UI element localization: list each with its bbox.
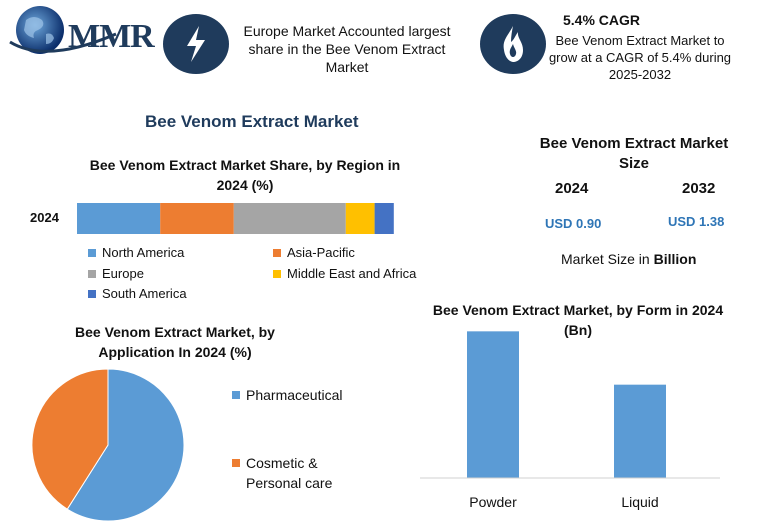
legend-label: Pharmaceutical (246, 387, 343, 403)
market-size-year: 2032 (682, 180, 716, 197)
bar-segment-europe (233, 203, 346, 234)
flame-icon-badge (480, 14, 546, 74)
legend-swatch (232, 459, 240, 467)
bar-segment-middle-east-and-africa (345, 203, 375, 234)
legend-label: Middle East and Africa (287, 266, 417, 281)
region-stacked-bar (77, 203, 394, 234)
legend-swatch (273, 248, 281, 257)
application-chart-title: Bee Venom Extract Market, by Application… (75, 324, 275, 360)
legend-swatch (88, 269, 96, 278)
legend-swatch (88, 289, 96, 298)
region-chart-category-label: 2024 (30, 210, 59, 225)
form-bar-chart: Powder Liquid (420, 331, 720, 510)
legend-label: South America (102, 286, 187, 301)
legend-label: Cosmetic & Personal care (246, 455, 333, 491)
legend-label: Asia-Pacific (287, 245, 355, 260)
market-size-value: USD 1.38 (668, 214, 725, 229)
market-size-unit-prefix: Market Size in (561, 251, 654, 267)
legend-item: Middle East and Africa (273, 266, 416, 281)
cagr-title: 5.4% CAGR (563, 12, 641, 28)
bar-liquid (614, 384, 666, 478)
pie-slice-cosmetic-personal-care (31, 368, 109, 510)
globe-icon (9, 6, 117, 54)
legend-item: Pharmaceutical (232, 387, 343, 403)
cagr-text: Bee Venom Extract Market to grow at a CA… (548, 33, 732, 82)
brand-name: MMR (68, 18, 155, 55)
legend-label: Europe (102, 266, 144, 281)
main-title: Bee Venom Extract Market (145, 112, 359, 131)
pie-slice-pharmaceutical (66, 368, 185, 522)
region-chart-title: Bee Venom Extract Market Share, by Regio… (89, 157, 401, 193)
logo: MMR (6, 4, 156, 62)
legend-item: Cosmetic & Personal care (232, 453, 346, 493)
legend-item: South America (88, 286, 187, 301)
legend-item: Europe (88, 266, 144, 281)
application-pie-chart (31, 368, 185, 522)
legend-swatch (273, 269, 281, 278)
lightning-icon-badge (163, 14, 229, 74)
legend-swatch (88, 248, 96, 257)
market-size-unit-bold: Billion (653, 251, 697, 267)
flame-icon (503, 26, 523, 62)
bar-segment-north-america (77, 203, 161, 234)
form-chart-title: Bee Venom Extract Market, by Form in 202… (432, 302, 724, 338)
market-size-unit: Market Size in Billion (561, 251, 696, 267)
legend-item: Asia-Pacific (273, 245, 355, 260)
legend-item: North America (88, 245, 184, 260)
market-size-year: 2024 (555, 180, 589, 197)
bar-segment-asia-pacific (160, 203, 234, 234)
bar-powder (467, 331, 519, 478)
lightning-icon (187, 26, 205, 62)
legend-label: North America (102, 245, 185, 260)
legend-swatch (232, 391, 240, 399)
market-size-value: USD 0.90 (545, 216, 602, 231)
x-tick-label: Powder (469, 494, 517, 510)
bar-segment-south-america (374, 203, 394, 234)
headline-text: Europe Market Accounted largest share in… (243, 23, 451, 75)
market-size-title: Bee Venom Extract Market Size (539, 135, 729, 172)
x-tick-label: Liquid (621, 494, 658, 510)
